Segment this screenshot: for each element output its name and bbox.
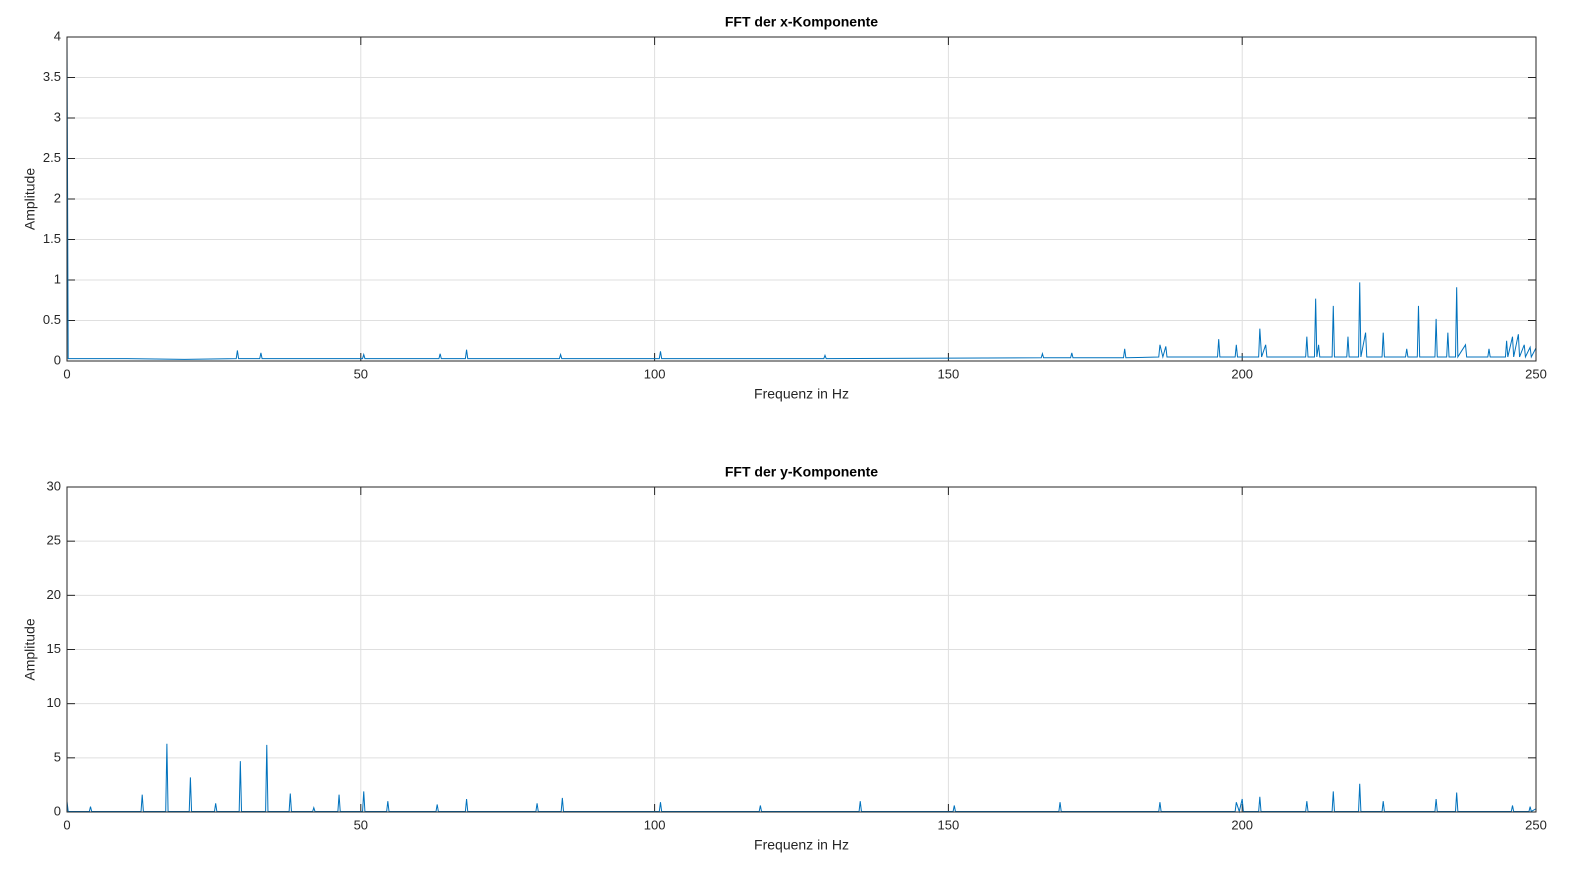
x-tick-label: 0 xyxy=(63,817,70,832)
x-tick-label: 250 xyxy=(1525,366,1547,381)
x-axis-label: Frequenz in Hz xyxy=(754,837,849,853)
chart-title: FFT der y-Komponente xyxy=(725,464,878,480)
y-tick-label: 0.5 xyxy=(43,312,61,327)
x-axis-label: Frequenz in Hz xyxy=(754,386,849,402)
y-tick-label: 20 xyxy=(47,587,61,602)
x-tick-label: 250 xyxy=(1525,817,1547,832)
x-tick-label: 50 xyxy=(354,817,368,832)
x-tick-label: 100 xyxy=(644,366,666,381)
y-tick-label: 10 xyxy=(47,695,61,710)
chart-title: FFT der x-Komponente xyxy=(725,14,878,30)
axes-box xyxy=(66,36,1537,362)
y-tick-label: 3 xyxy=(54,109,61,124)
y-axis-label: Amplitude xyxy=(22,618,38,680)
y-tick-label: 30 xyxy=(47,478,61,493)
data-line xyxy=(66,36,1537,360)
x-tick-label: 100 xyxy=(644,817,666,832)
y-axis-label: Amplitude xyxy=(22,168,38,230)
x-tick-label: 200 xyxy=(1231,817,1253,832)
y-tick-label: 1.5 xyxy=(43,231,61,246)
x-tick-label: 200 xyxy=(1231,366,1253,381)
y-tick-label: 2.5 xyxy=(43,150,61,165)
y-tick-label: 5 xyxy=(54,749,61,764)
axes-box xyxy=(66,486,1537,813)
y-tick-label: 0 xyxy=(54,352,61,367)
y-tick-label: 2 xyxy=(54,190,61,205)
x-tick-label: 150 xyxy=(938,366,960,381)
y-tick-label: 1 xyxy=(54,271,61,286)
data-line xyxy=(66,743,1537,814)
y-tick-label: 25 xyxy=(47,533,61,548)
x-tick-label: 0 xyxy=(63,366,70,381)
y-tick-label: 15 xyxy=(47,641,61,656)
y-tick-label: 3.5 xyxy=(43,69,61,84)
x-tick-label: 50 xyxy=(354,366,368,381)
y-tick-label: 4 xyxy=(54,28,61,43)
y-tick-label: 0 xyxy=(54,803,61,818)
x-tick-label: 150 xyxy=(938,817,960,832)
